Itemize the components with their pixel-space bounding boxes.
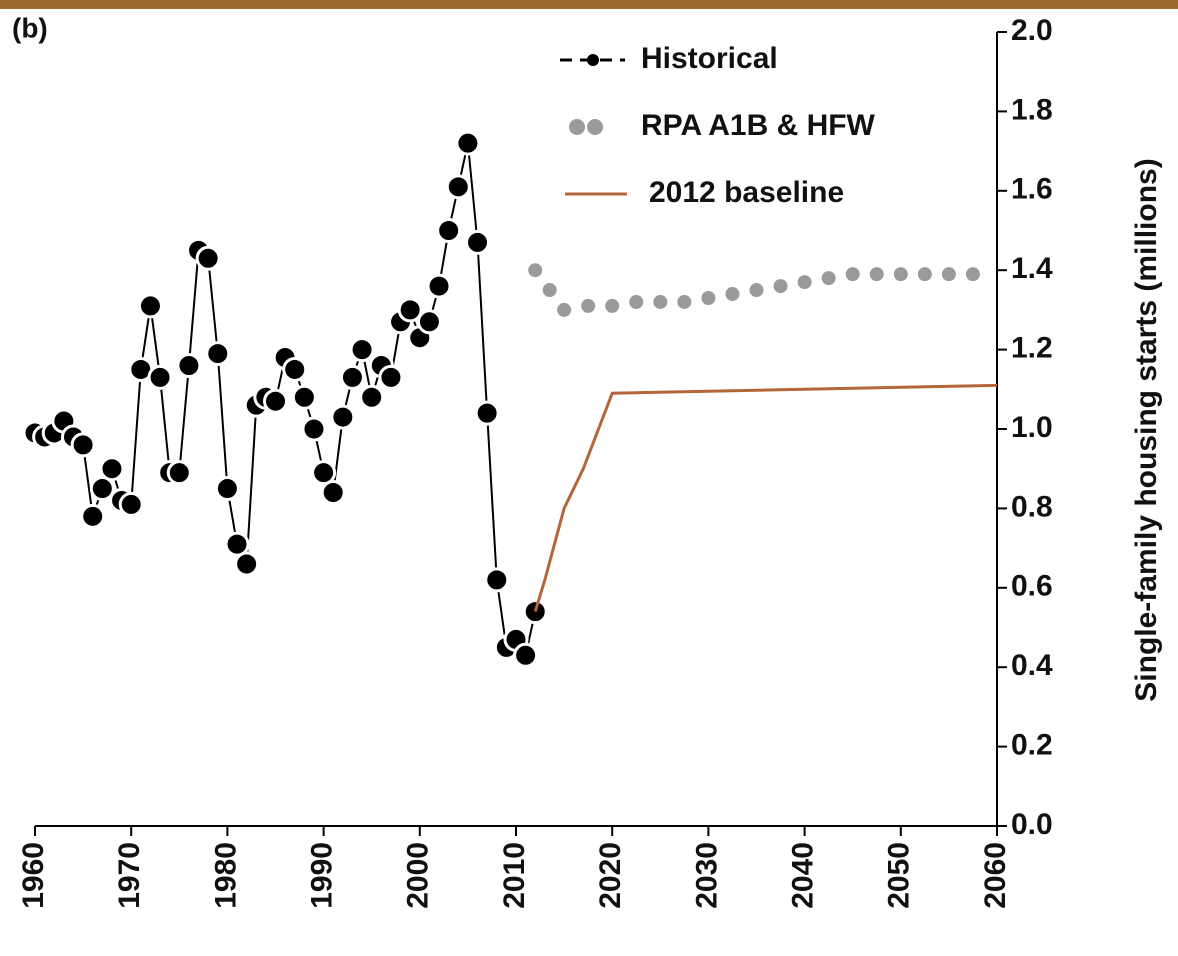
data-point: [773, 279, 788, 294]
data-point: [176, 352, 202, 378]
data-point: [605, 298, 620, 313]
x-tick-label: 2020: [594, 842, 627, 909]
x-tick-label: 2040: [787, 842, 820, 909]
x-tick-label: 2010: [498, 842, 531, 909]
y-tick-label: 1.0: [1011, 411, 1053, 444]
data-point: [725, 287, 740, 302]
data-point: [80, 503, 106, 529]
y-tick-label: 0.8: [1011, 490, 1053, 523]
data-point: [465, 229, 491, 255]
data-point: [99, 456, 125, 482]
data-point: [821, 271, 836, 286]
data-point: [513, 642, 539, 668]
data-point: [653, 294, 668, 309]
data-point: [195, 245, 221, 271]
data-point: [320, 480, 346, 506]
x-tick-label: 2060: [979, 842, 1012, 909]
x-tick-label: 2030: [690, 842, 723, 909]
x-tick-label: 1960: [17, 842, 50, 909]
data-point: [528, 263, 543, 278]
data-point: [70, 432, 96, 458]
legend-symbol: [587, 119, 603, 135]
data-point: [89, 476, 115, 502]
data-point: [845, 267, 860, 282]
data-point: [147, 364, 173, 390]
data-point: [557, 302, 572, 317]
y-tick-label: 2.0: [1011, 14, 1053, 47]
legend-symbol: [587, 54, 599, 66]
data-point: [118, 491, 144, 517]
legend-label: Historical: [641, 42, 778, 75]
x-tick-label: 1980: [209, 842, 242, 909]
data-point: [349, 337, 375, 363]
data-point: [629, 294, 644, 309]
legend-label: 2012 baseline: [649, 176, 844, 209]
data-point: [291, 384, 317, 410]
data-point: [359, 384, 385, 410]
x-tick-label: 1970: [113, 842, 146, 909]
data-point: [378, 364, 404, 390]
y-tick-label: 0.6: [1011, 570, 1053, 603]
data-point: [330, 404, 356, 430]
x-tick-label: 2050: [883, 842, 916, 909]
data-point: [797, 275, 812, 290]
data-point: [397, 297, 423, 323]
data-point: [455, 130, 481, 156]
x-tick-label: 2000: [402, 842, 435, 909]
y-axis-label: Single-family housing starts (millions): [1130, 158, 1163, 701]
data-point: [581, 298, 596, 313]
y-tick-label: 1.8: [1011, 93, 1053, 126]
data-point: [311, 460, 337, 486]
data-point: [301, 416, 327, 442]
data-point: [426, 273, 452, 299]
data-point: [941, 267, 956, 282]
y-tick-label: 0.2: [1011, 729, 1053, 762]
data-point: [749, 283, 764, 298]
data-point: [263, 388, 288, 414]
data-point: [205, 341, 231, 367]
data-point: [339, 364, 365, 390]
data-point: [474, 400, 500, 426]
data-point: [869, 267, 884, 282]
data-point: [677, 294, 692, 309]
data-point: [893, 267, 908, 282]
legend-symbol: [569, 119, 585, 135]
y-tick-label: 0.4: [1011, 649, 1053, 682]
data-point: [234, 551, 260, 577]
data-point: [542, 283, 557, 298]
data-point: [224, 531, 250, 557]
y-tick-label: 1.2: [1011, 332, 1053, 365]
data-point: [445, 174, 471, 200]
x-tick-label: 1990: [306, 842, 339, 909]
series-line: [533, 383, 998, 613]
data-point: [436, 218, 462, 243]
data-point: [917, 267, 932, 282]
data-point: [965, 267, 980, 282]
data-point: [137, 293, 163, 319]
data-point: [166, 460, 192, 486]
top-image-strip: [0, 0, 1178, 9]
legend-label: RPA A1B & HFW: [641, 109, 876, 142]
data-point: [701, 290, 716, 305]
y-tick-label: 1.4: [1011, 252, 1053, 285]
data-point: [214, 476, 240, 502]
y-tick-label: 1.6: [1011, 173, 1053, 206]
y-tick-label: 0.0: [1011, 808, 1053, 841]
data-point: [484, 567, 510, 593]
panel-label: (b): [12, 12, 48, 43]
data-point: [416, 309, 442, 335]
data-point: [282, 356, 308, 382]
